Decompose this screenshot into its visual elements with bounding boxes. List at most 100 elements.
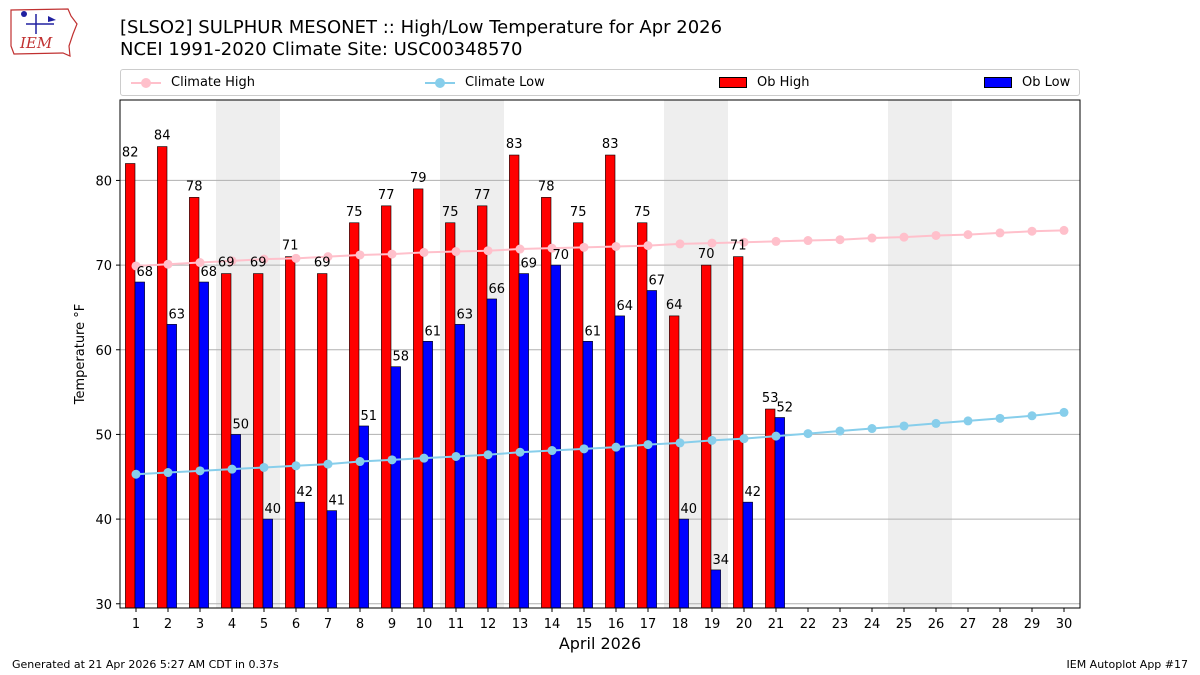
x-tick-label: 27 bbox=[960, 617, 977, 632]
legend-climate-low: Climate Low bbox=[425, 70, 545, 95]
ob-high-bar bbox=[541, 197, 552, 609]
ob-low-label: 42 bbox=[297, 485, 314, 500]
ob-low-label: 42 bbox=[745, 485, 762, 500]
climate-high-point bbox=[131, 261, 141, 271]
climate-high-point bbox=[963, 230, 973, 240]
climate-high-point bbox=[707, 238, 717, 248]
climate-low-point bbox=[835, 426, 845, 436]
climate-low-point bbox=[419, 453, 429, 463]
ob-high-bar bbox=[509, 154, 520, 609]
iowa-map-outline bbox=[10, 8, 78, 57]
climate-low-point bbox=[771, 431, 781, 441]
ob-low-bar bbox=[710, 569, 721, 609]
ob-high-label: 83 bbox=[506, 137, 523, 152]
ob-low-bar bbox=[390, 366, 401, 609]
legend-climate-high-label: Climate High bbox=[171, 75, 256, 90]
climate-high-point bbox=[163, 259, 173, 269]
footer-generated: Generated at 21 Apr 2026 5:27 AM CDT in … bbox=[12, 658, 279, 671]
ob-low-swatch bbox=[984, 77, 1012, 88]
ob-high-bar bbox=[445, 222, 456, 609]
climate-high-point bbox=[515, 244, 525, 254]
climate-low-point bbox=[803, 429, 813, 439]
climate-high-point bbox=[451, 247, 461, 257]
climate-low-point bbox=[675, 438, 685, 448]
ob-high-bar bbox=[349, 222, 360, 609]
x-tick-label: 5 bbox=[260, 617, 268, 632]
y-axis-title: Temperature °F bbox=[73, 304, 88, 405]
iem-logo: IEM bbox=[10, 8, 78, 57]
x-tick-label: 30 bbox=[1056, 617, 1073, 632]
ob-high-label: 71 bbox=[282, 239, 299, 254]
wind-vane-icon bbox=[48, 16, 56, 22]
ob-low-bar bbox=[518, 273, 529, 609]
x-tick-label: 21 bbox=[768, 617, 785, 632]
chart-title-line1: [SLSO2] SULPHUR MESONET :: High/Low Temp… bbox=[120, 17, 723, 38]
x-tick-label: 22 bbox=[800, 617, 817, 632]
climate-low-point bbox=[387, 455, 397, 465]
x-tick-label: 13 bbox=[512, 617, 529, 632]
legend: Climate High Climate Low Ob High Ob Low bbox=[120, 69, 1080, 96]
climate-low-point bbox=[515, 447, 525, 457]
x-tick-label: 7 bbox=[324, 617, 332, 632]
x-tick-label: 19 bbox=[704, 617, 721, 632]
x-tick-label: 8 bbox=[356, 617, 364, 632]
ob-low-bar bbox=[550, 264, 561, 609]
climate-low-point bbox=[547, 446, 557, 456]
y-tick-label: 60 bbox=[95, 344, 112, 359]
x-axis-title: April 2026 bbox=[559, 634, 641, 653]
climate-high-point bbox=[867, 233, 877, 243]
ob-high-bar bbox=[221, 273, 232, 609]
legend-ob-high: Ob High bbox=[719, 70, 810, 95]
x-tick-label: 23 bbox=[832, 617, 849, 632]
climate-high-point bbox=[483, 246, 493, 256]
x-tick-label: 24 bbox=[864, 617, 881, 632]
climate-low-line-swatch bbox=[425, 77, 455, 88]
ob-low-label: 64 bbox=[617, 299, 634, 314]
ob-high-bar bbox=[285, 256, 296, 609]
ob-low-bar bbox=[326, 510, 337, 609]
ob-low-label: 69 bbox=[521, 257, 538, 272]
ob-low-label: 40 bbox=[265, 502, 282, 517]
legend-ob-high-label: Ob High bbox=[757, 75, 810, 90]
climate-low-point bbox=[355, 457, 365, 467]
climate-high-point bbox=[579, 242, 589, 252]
x-tick-label: 20 bbox=[736, 617, 753, 632]
ob-high-label: 71 bbox=[730, 239, 747, 254]
ob-high-label: 77 bbox=[474, 188, 491, 203]
climate-high-line-swatch bbox=[131, 77, 161, 88]
climate-low-point bbox=[227, 464, 237, 474]
climate-low-point bbox=[131, 469, 141, 479]
x-tick-label: 18 bbox=[672, 617, 689, 632]
climate-high-point bbox=[675, 239, 685, 249]
climate-high-point bbox=[1027, 226, 1037, 236]
climate-low-point bbox=[643, 440, 653, 450]
y-tick-label: 40 bbox=[95, 513, 112, 528]
ob-low-bar bbox=[774, 417, 785, 609]
climate-high-point bbox=[259, 254, 269, 264]
chart-title-line2: NCEI 1991-2020 Climate Site: USC00348570 bbox=[120, 39, 523, 60]
y-tick-label: 80 bbox=[95, 174, 112, 189]
ob-high-label: 75 bbox=[442, 205, 459, 220]
ob-high-bar bbox=[125, 163, 136, 609]
ob-high-bar bbox=[605, 154, 616, 609]
x-tick-label: 12 bbox=[480, 617, 497, 632]
ob-low-bar bbox=[134, 281, 145, 609]
climate-low-point bbox=[707, 435, 717, 445]
ob-high-bar bbox=[669, 315, 680, 609]
y-tick-label: 70 bbox=[95, 259, 112, 274]
logo-text: IEM bbox=[19, 34, 53, 52]
ob-high-bar bbox=[381, 205, 392, 609]
ob-high-label: 75 bbox=[634, 205, 651, 220]
climate-high-point bbox=[835, 235, 845, 245]
legend-ob-low-label: Ob Low bbox=[1022, 75, 1071, 90]
ob-high-bar bbox=[317, 273, 328, 609]
climate-high-point bbox=[611, 241, 621, 251]
climate-high-point bbox=[771, 236, 781, 246]
climate-high-point bbox=[227, 256, 237, 266]
x-tick-label: 15 bbox=[576, 617, 593, 632]
climate-low-point bbox=[867, 424, 877, 434]
ob-high-label: 79 bbox=[410, 171, 427, 186]
ob-high-label: 53 bbox=[762, 391, 779, 406]
ob-low-bar bbox=[262, 518, 273, 609]
